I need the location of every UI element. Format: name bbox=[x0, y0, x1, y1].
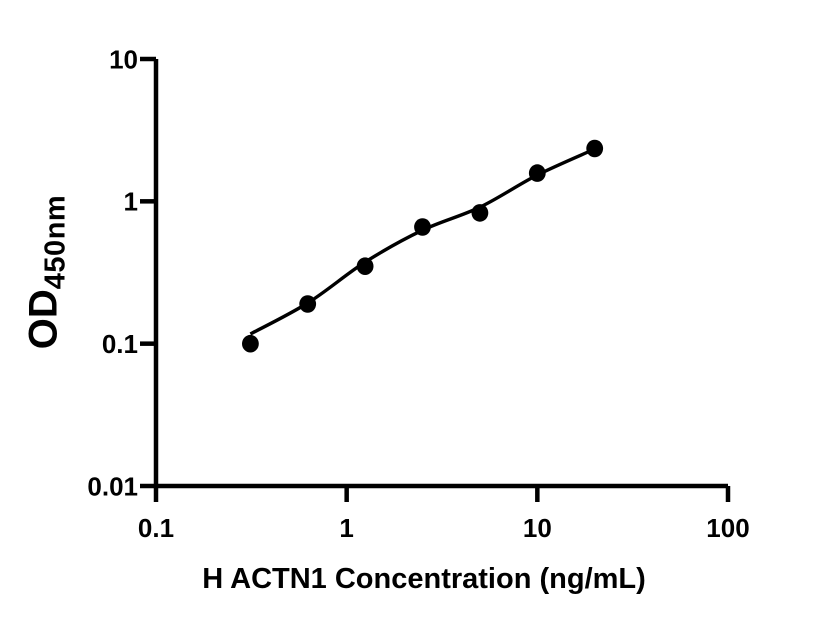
data-point bbox=[586, 139, 604, 158]
data-point bbox=[356, 257, 374, 276]
data-point bbox=[242, 334, 259, 353]
y-axis-title-main: OD bbox=[21, 289, 66, 350]
y-axis-title-subscript: 450nm bbox=[39, 194, 72, 290]
y-axis-title: OD450nm bbox=[22, 195, 73, 349]
x-tick-label: 10 bbox=[523, 513, 552, 543]
y-tick-label: 1 bbox=[124, 187, 138, 217]
x-axis-title: H ACTN1 Concentration (ng/mL) bbox=[202, 563, 646, 595]
y-tick-label: 0.1 bbox=[102, 329, 138, 359]
y-tick-label: 10 bbox=[109, 44, 138, 74]
x-tick-label: 1 bbox=[339, 513, 353, 543]
y-tick-label: 0.01 bbox=[87, 471, 138, 501]
x-tick-label: 0.1 bbox=[138, 513, 174, 543]
data-point bbox=[471, 204, 489, 222]
data-point bbox=[299, 295, 317, 313]
axis-frame bbox=[153, 59, 728, 489]
data-point bbox=[528, 164, 546, 182]
x-tick-label: 100 bbox=[706, 513, 749, 543]
data-point bbox=[414, 218, 431, 236]
